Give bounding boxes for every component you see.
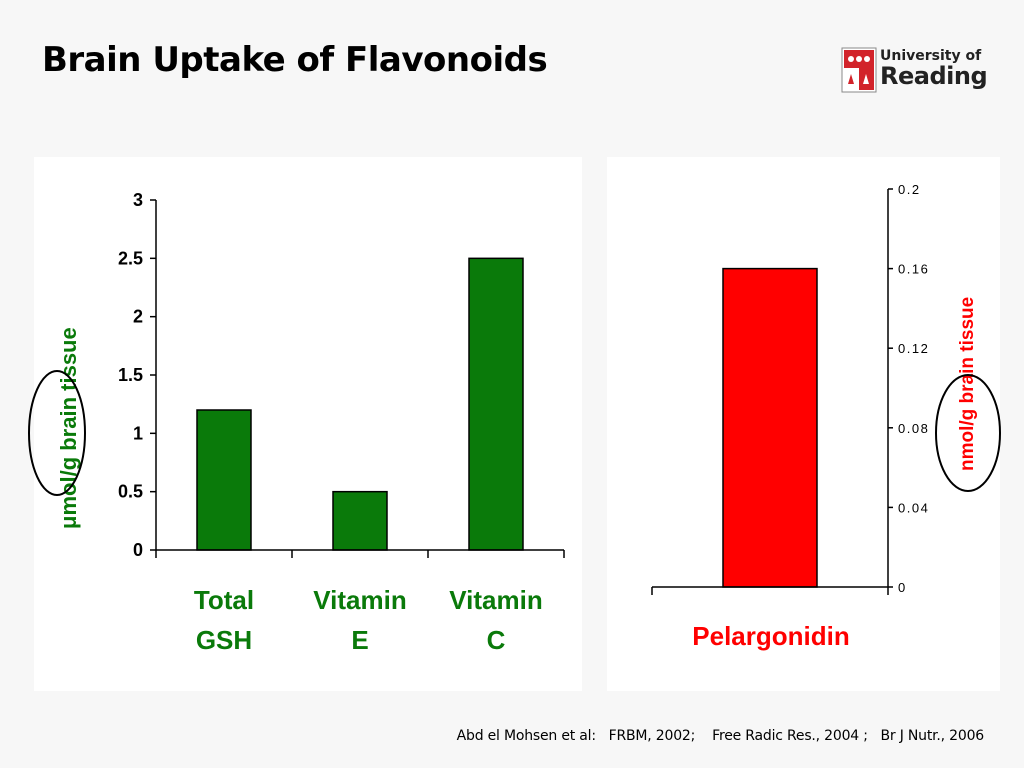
logo-text-top: University of	[880, 48, 982, 64]
category-label: Total	[194, 585, 254, 615]
right-y-axis-label: nmol/g brain tissue	[957, 297, 978, 471]
y-tick-label: 3	[133, 190, 143, 210]
left-y-axis-label: μmol/g brain tissue	[56, 327, 81, 529]
y-tick-label: 0.16	[898, 262, 929, 277]
right-chart-panel: 0 0.04 0.08 0.12 0.16 0.2 Pelargonidin nmol/g…	[607, 157, 1001, 691]
category-label: C	[487, 625, 506, 655]
category-label: Vitamin	[449, 585, 542, 615]
y-tick-label: 0	[133, 540, 143, 560]
bar	[196, 409, 252, 551]
unit-highlight-circle	[28, 370, 86, 496]
y-tick-label: 0.2	[898, 182, 921, 197]
bar	[468, 257, 524, 551]
bar	[722, 267, 818, 588]
y-tick-label: 0.5	[118, 482, 143, 502]
category-label: GSH	[196, 625, 252, 655]
y-tick-label: 2	[133, 307, 143, 327]
y-tick-label: 0	[898, 580, 907, 595]
crest-icon	[841, 47, 877, 93]
unit-highlight-circle	[935, 374, 1001, 492]
citation: Abd el Mohsen et al: FRBM, 2002; Free Ra…	[456, 728, 985, 744]
y-tick-label: 0.08	[898, 421, 929, 436]
y-tick-label: 0.12	[898, 341, 929, 356]
slide-title: Brain Uptake of Flavonoids	[42, 40, 548, 80]
left-chart-panel: 0 0.5 1 1.5 2 2.5 3 Total GSH Vitamin E Vitamin C μ…	[28, 157, 582, 691]
right-bar-chart: 0 0.04 0.08 0.12 0.16 0.2 Pelargonidin nmol/g…	[651, 182, 1001, 651]
bar	[332, 490, 388, 551]
y-tick-label: 2.5	[118, 248, 143, 268]
university-logo: University of Reading	[841, 47, 988, 94]
y-tick-label: 1	[133, 423, 143, 443]
left-bar-chart: 0 0.5 1 1.5 2 2.5 3 Total GSH Vitamin E Vitamin C μ…	[28, 190, 565, 655]
logo-text-bottom: Reading	[880, 62, 988, 90]
category-label: E	[351, 625, 368, 655]
category-label: Vitamin	[313, 585, 406, 615]
category-label: Pelargonidin	[692, 621, 849, 651]
y-tick-label: 0.04	[898, 500, 929, 515]
y-tick-label: 1.5	[118, 365, 143, 385]
